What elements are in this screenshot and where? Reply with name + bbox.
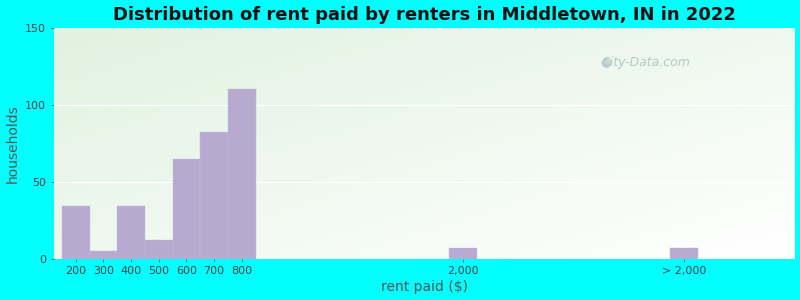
Bar bbox=[670, 248, 698, 259]
Bar bbox=[118, 206, 145, 259]
Bar bbox=[173, 159, 200, 259]
X-axis label: rent paid ($): rent paid ($) bbox=[381, 280, 467, 294]
Bar bbox=[90, 251, 118, 259]
Bar bbox=[449, 248, 477, 259]
Bar bbox=[228, 89, 255, 259]
Bar bbox=[200, 133, 228, 259]
Bar bbox=[145, 240, 173, 259]
Text: City-Data.com: City-Data.com bbox=[602, 56, 690, 69]
Title: Distribution of rent paid by renters in Middletown, IN in 2022: Distribution of rent paid by renters in … bbox=[113, 6, 735, 24]
Text: ⬤: ⬤ bbox=[600, 57, 611, 68]
Y-axis label: households: households bbox=[6, 104, 19, 183]
Bar bbox=[62, 206, 90, 259]
